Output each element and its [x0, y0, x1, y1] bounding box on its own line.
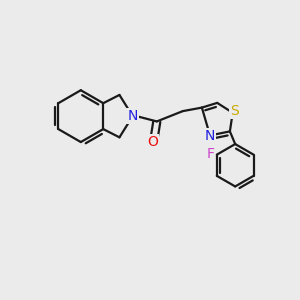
Text: N: N [205, 129, 215, 143]
Text: N: N [128, 109, 138, 123]
Text: O: O [147, 135, 158, 149]
Text: S: S [230, 104, 239, 118]
Text: F: F [206, 147, 214, 161]
